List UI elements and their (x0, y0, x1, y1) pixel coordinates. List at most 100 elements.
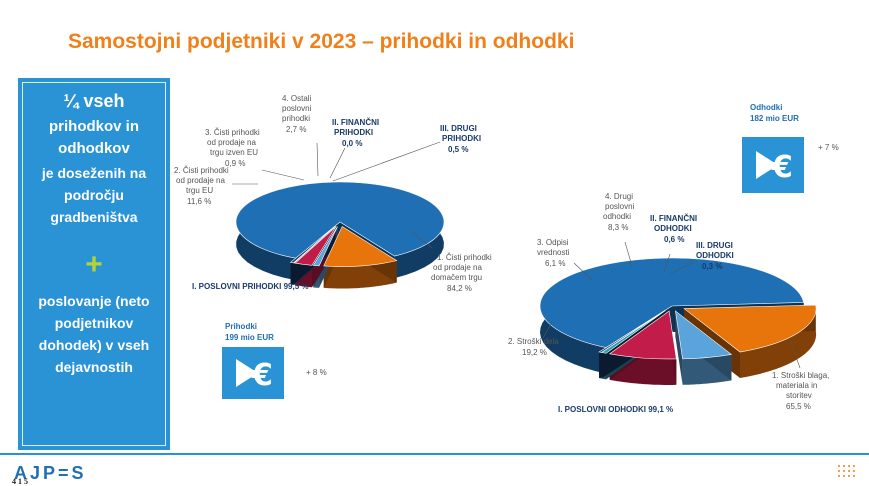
expense-label-other-l2: ODHODKI (696, 251, 734, 260)
expense-label-2: 2. Stroški dela 19,2 % (508, 337, 561, 357)
highlight-fraction: ¼ vseh (63, 91, 125, 111)
income-box-amount: 199 mio EUR (225, 333, 274, 342)
income-label-2-l3: trgu EU (186, 186, 213, 195)
expense-label-3-l1: 3. Odpisi (537, 238, 569, 247)
expense-label-2-val: 19,2 % (522, 348, 547, 357)
expense-label-1-l1: 1. Stroški blaga, (772, 371, 829, 380)
expense-label-4-l2: poslovni (605, 202, 635, 211)
expense-leader-lines (542, 241, 801, 369)
expense-pie (539, 257, 817, 385)
expense-label-fin-l1: II. FINANČNI (650, 214, 697, 223)
expense-label-4-l1: 4. Drugi (605, 192, 633, 201)
expense-label-fin-l2: ODHODKI (654, 224, 692, 233)
expense-group-label: I. POSLOVNI ODHODKI 99,1 % (558, 405, 673, 414)
income-label-4-l3: prihodki (282, 114, 310, 123)
svg-text:AJP=S: AJP=S (14, 463, 87, 482)
expense-label-4: 4. Drugi poslovni odhodki 8,3 % (603, 192, 637, 232)
expense-slice-wall-3-2 (675, 310, 683, 385)
euro-play-icon: € (236, 358, 273, 393)
income-label-3-l3: trgu izven EU (210, 148, 258, 157)
income-leader-lines (232, 141, 441, 249)
expense-label-1-l2: materiala in (776, 381, 817, 390)
income-label-2-l2: od prodaje na (176, 176, 225, 185)
highlight-business-text: poslovanje (neto podjetnikov dohodek) v … (38, 293, 150, 375)
expense-slice-4 (608, 310, 677, 360)
highlight-sector-text: je doseženih na področju gradbeništva (41, 165, 147, 225)
income-label-1-val: 84,2 % (447, 284, 472, 293)
expense-leader-fin (663, 253, 671, 273)
income-label-2-l1: 2. Čisti prihodki (174, 166, 229, 175)
income-label-fin-val: 0,0 % (342, 139, 362, 148)
income-group-label: I. POSLOVNI PRIHODKI 99,5 % (192, 282, 308, 291)
income-label-1-l1: 1. Čisti prihodki (437, 253, 492, 262)
income-label-1: 1. Čisti prihodki od prodaje na domačem … (431, 253, 494, 293)
expense-slice-2 (683, 304, 817, 353)
expense-label-other-l1: III. DRUGI (696, 241, 733, 250)
highlight-panel: ¼ vseh prihodkov in odhodkov je doseženi… (18, 78, 170, 450)
income-label-other-val: 0,5 % (448, 145, 468, 154)
expense-growth: + 7 % (818, 143, 839, 152)
expense-label-other: III. DRUGI ODHODKI 0,3 % (696, 241, 736, 271)
expense-labels: 4. Drugi poslovni odhodki 8,3 % II. FINA… (508, 192, 829, 414)
income-label-3-l1: 3. Čisti prihodki (205, 128, 260, 137)
income-label-other: III. DRUGI PRIHODKI 0,5 % (440, 124, 483, 154)
svg-text:€: € (251, 358, 273, 393)
income-label-fin-l2: PRIHODKI (334, 128, 373, 137)
income-growth: + 8 % (306, 368, 327, 377)
expense-label-other-val: 0,3 % (702, 262, 722, 271)
income-label-4-val: 2,7 % (286, 125, 306, 134)
income-slice-4 (294, 226, 337, 266)
income-pie (235, 181, 445, 289)
income-label-fin-l1: II. FINANČNI (332, 118, 379, 127)
expense-box-title: Odhodki (750, 103, 783, 112)
income-slice-1 (235, 181, 445, 259)
income-label-2-val: 11,6 % (187, 197, 211, 206)
income-slice-3 (312, 226, 338, 267)
expense-label-3-l2: vrednosti (537, 248, 570, 257)
expense-slice-6 (598, 310, 666, 353)
expense-label-1-val: 65,5 % (786, 402, 811, 411)
expense-slice-3 (675, 310, 733, 360)
expense-label-fin: II. FINANČNI ODHODKI 0,6 % (650, 214, 699, 244)
expense-label-3-val: 6,1 % (545, 259, 565, 268)
highlight-subject-text: prihodkov in odhodkov (49, 118, 139, 157)
expense-label-fin-val: 0,6 % (664, 235, 684, 244)
income-slice-2 (323, 226, 398, 267)
income-label-2: 2. Čisti prihodki od prodaje na trgu EU … (174, 166, 231, 206)
income-label-other-l2: PRIHODKI (442, 134, 481, 143)
highlight-sector: je doseženih na področju gradbeništva (18, 162, 170, 228)
expense-leader-4 (624, 241, 633, 267)
plus-icon: + (85, 248, 103, 281)
income-labels: 4. Ostali poslovni prihodki 2,7 % II. FI… (174, 94, 494, 293)
dots-pattern-icon (838, 465, 855, 477)
expense-label-4-l3: odhodki (603, 212, 631, 221)
income-box-title: Prihodki (225, 322, 258, 331)
footer-divider (0, 453, 869, 455)
expense-label-4-val: 8,3 % (608, 223, 628, 232)
expense-label-3: 3. Odpisi vrednosti 6,1 % (537, 238, 572, 268)
income-leader-3 (261, 169, 305, 181)
expense-leader-other (669, 261, 695, 275)
income-label-fin: II. FINANČNI PRIHODKI 0,0 % (332, 118, 381, 148)
highlight-panel-frame (22, 82, 166, 446)
page-number: 4 1 5 (12, 477, 28, 486)
income-slice-6 (289, 225, 336, 264)
expense-box-label: Odhodki 182 mio EUR (750, 102, 799, 124)
income-label-other-l1: III. DRUGI (440, 124, 477, 133)
expense-box-amount: 182 mio EUR (750, 114, 799, 123)
income-label-3-val: 0,9 % (225, 159, 245, 168)
income-label-1-l2: od prodaje na (433, 263, 482, 272)
highlight-business: poslovanje (neto podjetnikov dohodek) v … (18, 290, 170, 378)
income-label-4-l1: 4. Ostali (282, 94, 312, 103)
income-leader-fin (329, 147, 346, 179)
expense-label-1-l3: storitev (786, 391, 812, 400)
slide-title: Samostojni podjetniki v 2023 – prihodki … (68, 30, 575, 53)
expense-leader-1 (789, 339, 801, 369)
expense-leader-3 (573, 262, 593, 281)
income-label-3: 3. Čisti prihodki od prodaje na trgu izv… (205, 128, 262, 168)
svg-text:€: € (771, 150, 793, 185)
highlight-subject: prihodkov in odhodkov (18, 116, 170, 160)
income-euro-tile: € (222, 347, 284, 399)
income-leader-1 (411, 231, 433, 249)
